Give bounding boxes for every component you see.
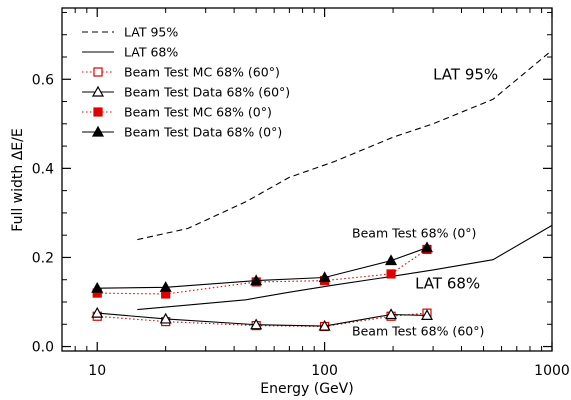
legend-item: Beam Test MC 68% (60°) — [82, 65, 280, 80]
legend-item: Beam Test MC 68% (0°) — [82, 105, 272, 120]
y-axis-title: Full width ΔE/E — [10, 128, 26, 231]
legend-label: Beam Test MC 68% (0°) — [124, 105, 272, 120]
series-line — [137, 49, 553, 241]
data-point — [318, 271, 331, 283]
legend-item: LAT 95% — [82, 25, 178, 40]
y-tick-label: 0.6 — [32, 72, 54, 88]
annotation-beam-test-68-0: Beam Test 68% (0°) — [352, 225, 476, 240]
y-tick-label: 0.4 — [32, 161, 54, 177]
x-tick-label: 1000 — [534, 363, 570, 379]
series-line — [137, 224, 553, 311]
x-axis-title: Energy (GeV) — [260, 381, 353, 397]
legend-label: Beam Test MC 68% (60°) — [124, 65, 280, 80]
legend-label: Beam Test Data 68% (60°) — [124, 85, 290, 100]
data-point — [91, 306, 104, 318]
series-line — [97, 248, 428, 295]
legend-item: Beam Test Data 68% (60°) — [82, 85, 290, 100]
y-tick-label: 0.0 — [32, 340, 54, 356]
plot-layer — [91, 49, 553, 332]
legend-item: LAT 68% — [82, 45, 178, 60]
annotation-beam-test-68-60: Beam Test 68% (60°) — [352, 323, 484, 338]
data-point — [420, 309, 434, 320]
series-beam-test-data-68-0 — [91, 241, 434, 293]
legend-marker — [91, 85, 105, 97]
data-point — [385, 308, 398, 320]
data-point — [91, 281, 104, 293]
y-tick-label: 0.2 — [32, 250, 54, 266]
annotation-lat-68: LAT 68% — [415, 275, 480, 293]
legend-item: Beam Test Data 68% (0°) — [82, 125, 282, 140]
data-point — [250, 274, 263, 286]
series-beam-test-mc-68-0 — [92, 244, 432, 299]
series-lat-95 — [137, 49, 553, 241]
x-tick-label: 10 — [88, 363, 106, 379]
legend-label: LAT 95% — [124, 25, 178, 40]
legend: LAT 95% LAT 68% Beam Test MC 68% (60°) Beam… — [82, 25, 290, 140]
legend-marker — [93, 67, 103, 77]
data-point — [250, 318, 263, 330]
data-point — [318, 319, 331, 331]
legend-marker — [93, 107, 103, 117]
x-tick-label: 100 — [311, 363, 338, 379]
series-line — [97, 312, 428, 327]
series-beam-test-data-68-60 — [91, 306, 434, 331]
data-point — [386, 269, 396, 279]
series-line — [97, 247, 428, 289]
axes: 10 100 1000 0.0 0.2 0.4 0.6 — [32, 8, 570, 379]
data-point — [385, 254, 398, 266]
annotation-lat-95: LAT 95% — [433, 65, 498, 83]
annotations: LAT 95% Beam Test 68% (0°) LAT 68% Beam Tes… — [352, 65, 498, 338]
series-line — [97, 312, 428, 328]
legend-marker — [91, 125, 105, 137]
data-point — [420, 241, 434, 253]
data-point — [159, 312, 172, 324]
legend-label: LAT 68% — [124, 45, 178, 60]
series-lat-68 — [137, 224, 553, 311]
legend-label: Beam Test Data 68% (0°) — [124, 125, 282, 140]
plot-frame — [61, 7, 553, 352]
data-point — [159, 281, 172, 292]
